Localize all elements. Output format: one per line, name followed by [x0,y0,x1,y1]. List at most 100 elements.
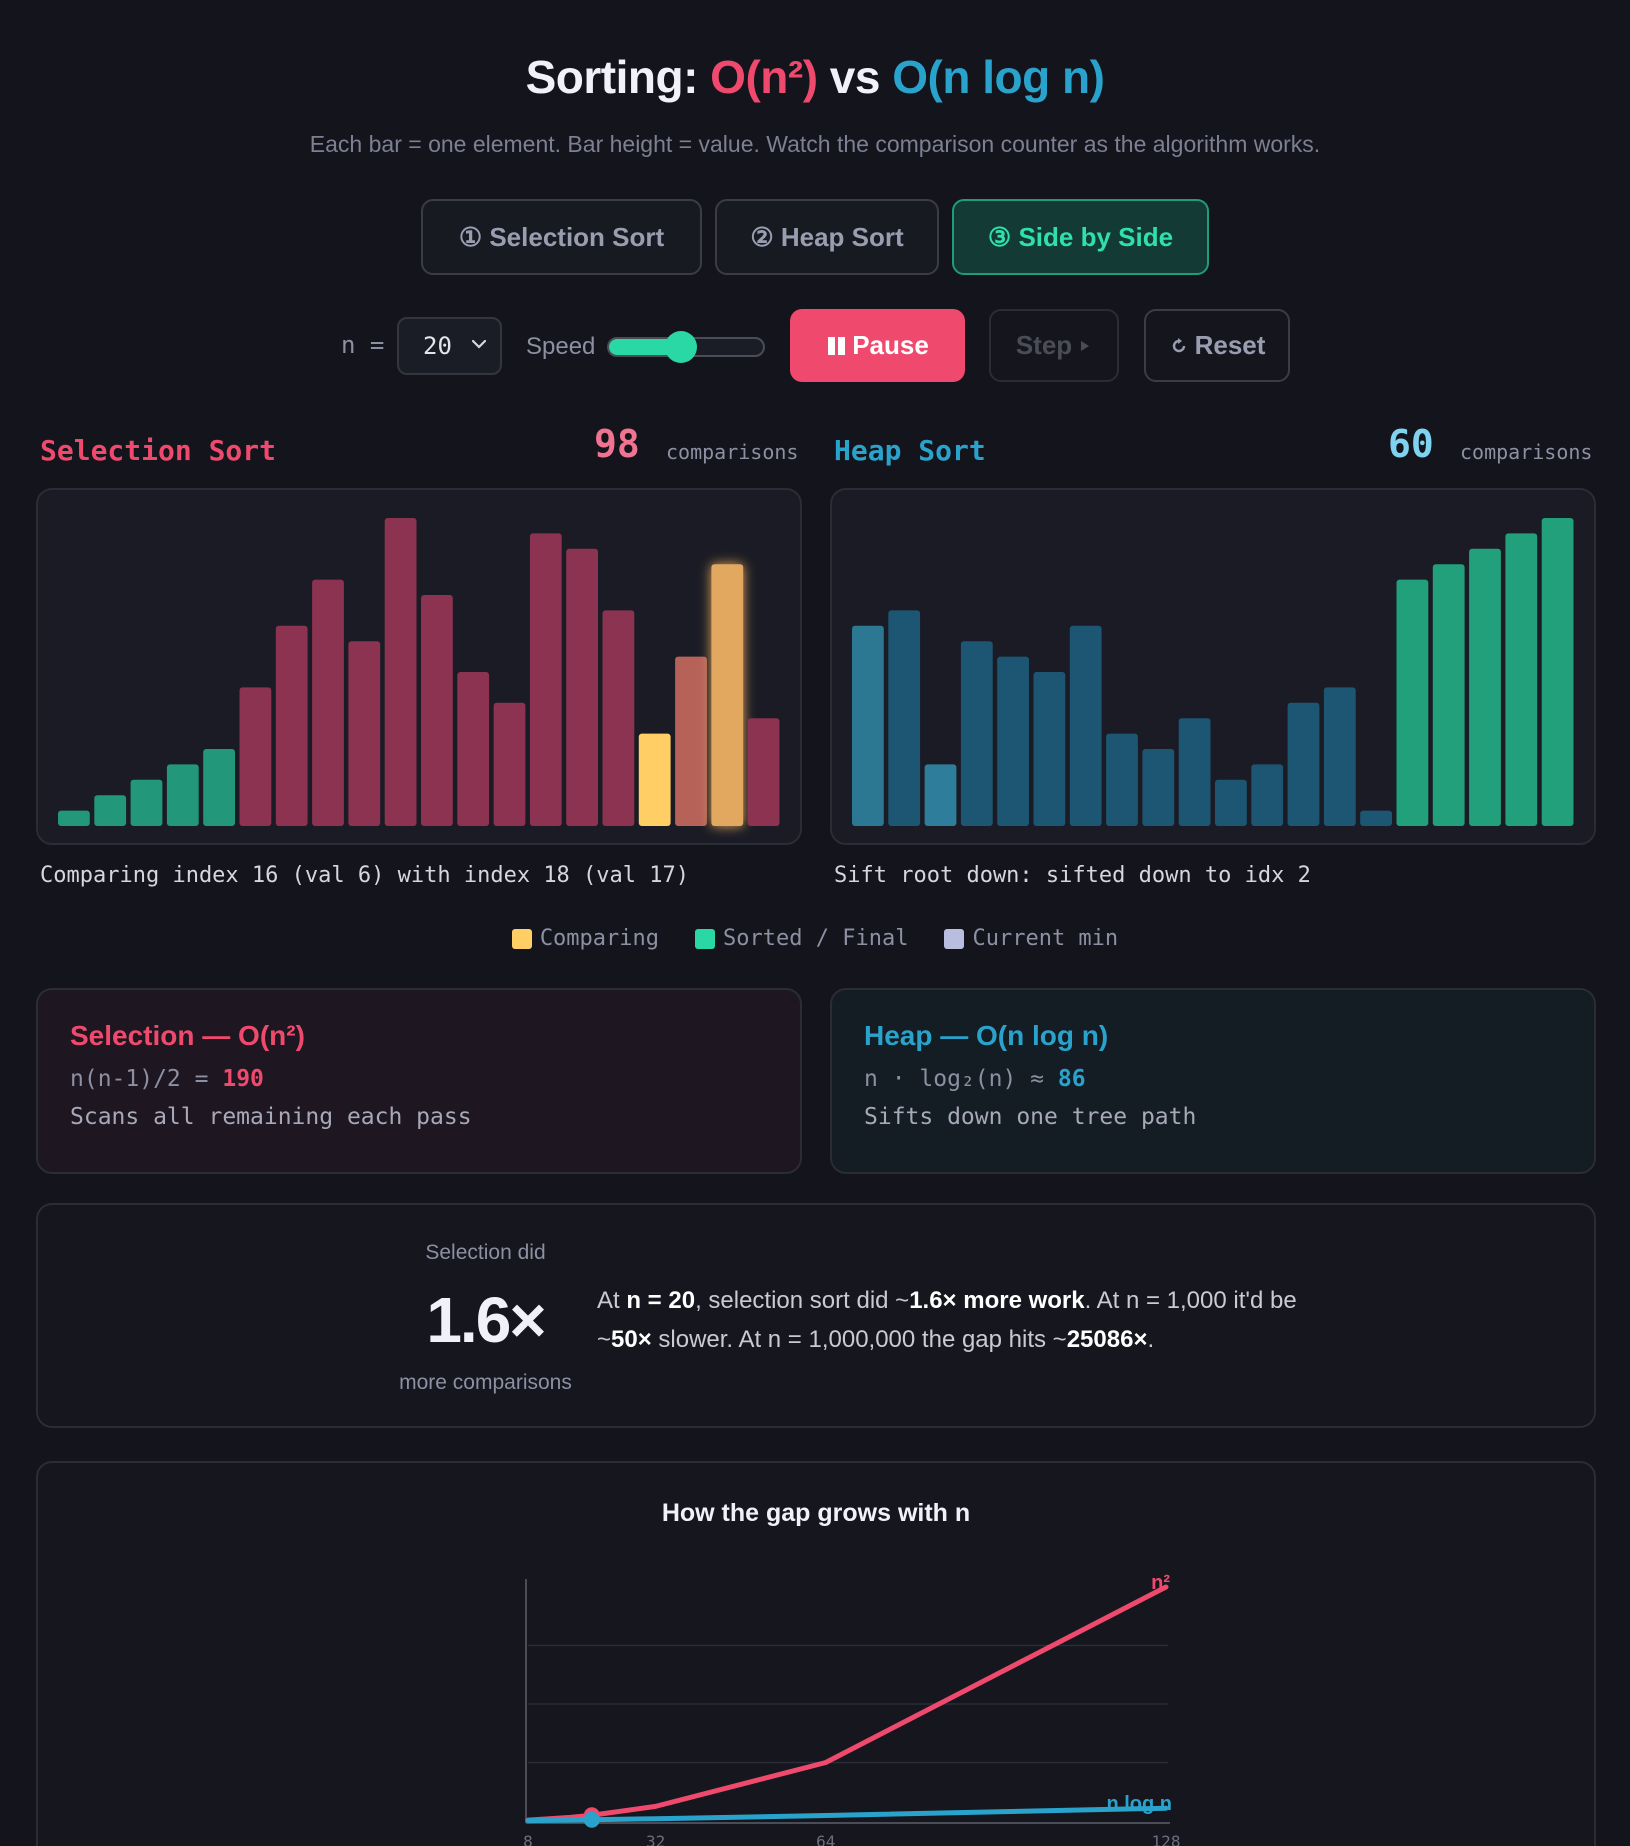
heap-bar-18 [1505,533,1538,826]
selection-bar-chart [36,488,802,845]
selection-comparison-count: 98 [594,422,640,466]
heap-bar-8 [1142,749,1175,826]
growth-x-tick-64: 64 [816,1832,835,1846]
heap-bar-9 [1178,718,1211,826]
heap-bar-chart [830,488,1596,845]
speed-slider-fill [609,339,681,355]
selection-bar-10 [421,595,453,826]
step-button[interactable]: Step [989,309,1119,382]
selection-bar-15 [602,610,635,826]
heap-bar-2 [924,764,957,826]
desc-part: , selection sort did ~ [695,1287,910,1314]
growth-series-nlogn [525,1805,1169,1824]
selection-bar-18 [711,564,744,826]
legend-swatch [695,928,716,949]
selection-bars [58,518,780,826]
tab-label: ③ Side by Side [987,221,1174,252]
page-subtitle: Each bar = one element. Bar height = val… [309,131,1321,157]
speed-slider[interactable] [607,331,765,363]
title-onlogn: O(n log n) [892,51,1105,103]
heap-comparison-count: 60 [1388,422,1434,466]
growth-x-tick-8: 8 [523,1832,533,1846]
selection-bar-5 [239,687,272,826]
heap-bar-10 [1215,779,1247,826]
heap-formula-value: 86 [1057,1066,1086,1092]
heap-bar-15 [1396,579,1429,826]
heap-bar-19 [1541,518,1574,826]
chevron-down-icon [471,339,487,349]
reset-icon [1172,337,1185,352]
tab-heap-sort[interactable]: ② Heap Sort [715,199,939,275]
desc-part: slower. At n = 1,000,000 the gap hits ~ [651,1326,1067,1353]
selection-complexity-desc: Scans all remaining each pass [70,1104,472,1130]
selection-bar-11 [457,672,490,826]
heap-bar-14 [1360,810,1392,826]
heap-bar-6 [1069,625,1102,826]
legend-swatch [511,928,532,949]
tab-selection-sort[interactable]: ① Selection Sort [421,199,702,275]
reset-button[interactable]: Reset [1144,309,1290,382]
n-label: n = [341,331,385,359]
legend-item-sorted: Sorted / Final [695,926,908,951]
selection-bar-16 [638,733,671,826]
selection-complexity-title: Selection — O(n²) [70,1020,305,1051]
heap-complexity-desc: Sifts down one tree path [864,1104,1197,1130]
growth-chart-title: How the gap grows with n [661,1499,971,1527]
page-title: Sorting: O(n²) vs O(n log n) [0,50,1630,104]
selection-bar-3 [166,764,199,826]
selection-bar-2 [130,779,163,826]
selection-formula-text: n(n-1)/2 = [70,1066,209,1092]
controls-bar: n = 20 Speed Pause Step Reset [0,309,1630,383]
heap-formula-text: n · log₂(n) ≈ [864,1066,1045,1092]
growth-current-marker-nlogn [583,1811,600,1828]
selection-status-text: Comparing index 16 (val 6) with index 18… [40,863,690,888]
selection-complexity-card: Selection — O(n²) n(n-1)/2 = 190 Scans a… [36,988,802,1174]
desc-work-ratio: 1.6× more work [909,1287,1085,1314]
reset-button-label: Reset [1194,330,1266,360]
tab-label: ② Heap Sort [750,221,904,252]
ratio-bottom-label: more comparisons [399,1371,572,1394]
selection-panel-header: Selection Sort 98 comparisons [40,420,800,470]
ratio-description: At n = 20, selection sort did ~1.6× more… [597,1281,1357,1359]
ratio-top-label: Selection did [425,1241,546,1264]
heap-panel-title: Heap Sort [834,434,986,467]
growth-x-tick-128: 128 [1152,1832,1181,1846]
desc-1000-ratio: 50× [611,1326,652,1353]
selection-comparisons-label: comparisons [666,440,799,464]
n-select[interactable]: 20 [397,317,502,375]
title-prefix: Sorting: [525,51,699,103]
selection-bar-4 [203,749,235,826]
play-triangle-icon [1081,340,1090,351]
title-vs: vs [829,51,881,103]
heap-bar-4 [997,656,1029,826]
pause-button-label: Pause [852,330,929,360]
pause-button[interactable]: Pause [790,309,965,382]
heap-bar-0 [852,625,884,826]
heap-panel-header: Heap Sort 60 comparisons [834,420,1594,470]
desc-n-value: n = 20 [626,1287,696,1314]
legend-label: Sorted / Final [723,926,909,951]
heap-comparisons-label: comparisons [1460,440,1593,464]
selection-formula-value: 190 [222,1066,264,1092]
growth-x-tick-32: 32 [646,1832,665,1846]
speed-slider-handle[interactable] [664,331,697,363]
heap-bar-5 [1033,672,1066,826]
ratio-summary-card: Selection did 1.6× more comparisons At n… [36,1203,1596,1428]
speed-label: Speed [526,333,596,360]
growth-chart-card: How the gap grows with n n² n log n 8 32 64 1… [36,1461,1596,1846]
selection-bar-7 [312,579,344,826]
legend-label: Comparing [539,926,660,951]
tab-side-by-side[interactable]: ③ Side by Side [952,199,1209,275]
heap-bars [852,518,1574,826]
legend-label: Current min [972,926,1119,951]
heap-bar-3 [960,641,993,826]
selection-bar-9 [384,518,417,826]
selection-bar-6 [275,625,308,826]
selection-bar-13 [529,533,562,826]
heap-bar-7 [1106,733,1138,826]
selection-bar-0 [58,810,90,826]
growth-label-nlogn: n log n [1106,1793,1172,1815]
heap-bar-17 [1469,548,1501,826]
growth-line-chart: n² n log n 8 32 64 128 [523,1572,1181,1846]
desc-part: . [1147,1326,1155,1353]
